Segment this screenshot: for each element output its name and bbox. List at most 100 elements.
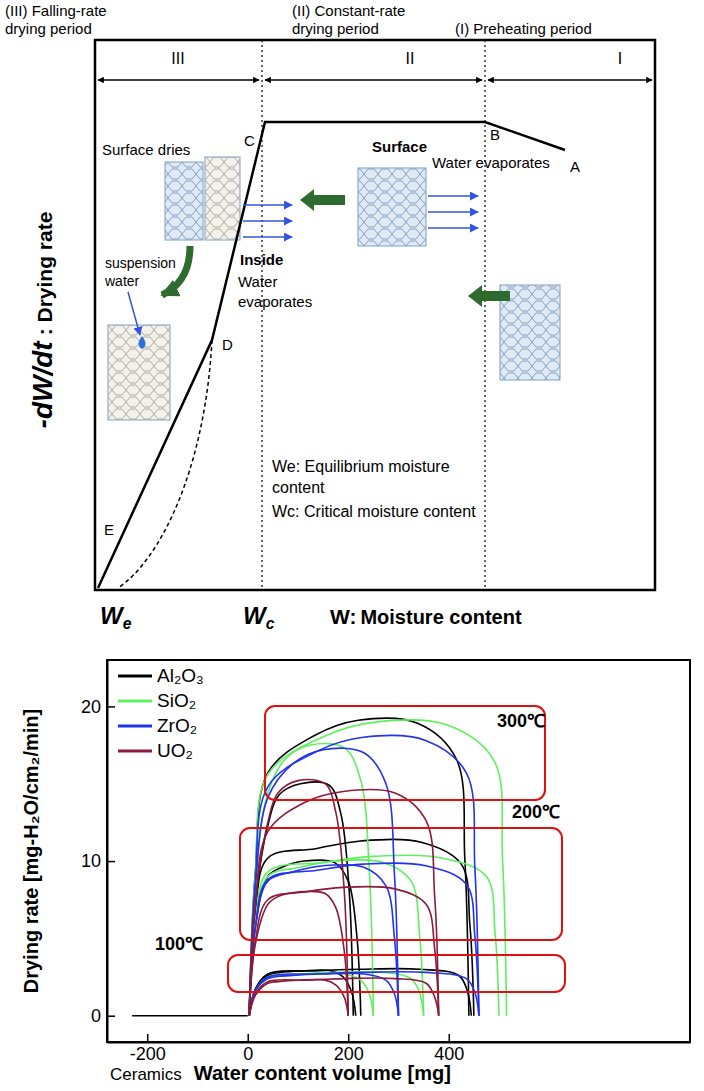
note: Surface xyxy=(372,138,427,155)
data-line xyxy=(249,886,438,1015)
period-numeral: II xyxy=(406,50,415,67)
legend-label: SiO₂ xyxy=(157,690,196,711)
annotation: 300℃ xyxy=(497,711,545,731)
y-tick: 10 xyxy=(81,851,115,871)
x-tick-label: 0 xyxy=(243,1044,253,1064)
drying-curve-diagram: (III) Falling-ratedrying periodIII(II) C… xyxy=(5,2,655,632)
period-arrow xyxy=(265,79,482,80)
legend-swatch xyxy=(118,700,152,703)
y-tick-label: 10 xyxy=(81,851,101,871)
evaporation-arrow xyxy=(428,211,478,213)
progress-arrow xyxy=(468,285,510,307)
x-tick: 200 xyxy=(334,1034,364,1064)
particle-bed xyxy=(358,168,426,246)
highlight-box xyxy=(240,828,562,940)
period-arrow xyxy=(98,79,259,80)
evaporation-arrow xyxy=(428,195,478,197)
period-heading: drying period xyxy=(5,20,92,37)
data-line xyxy=(249,789,438,1015)
data-line xyxy=(249,972,479,1016)
note: Water xyxy=(238,273,277,290)
data-line xyxy=(249,735,479,1015)
data-line xyxy=(249,748,398,1016)
evaporation-arrow xyxy=(243,236,292,238)
y-axis-title: : Drying rate xyxy=(33,212,56,336)
y-axis-symbol: -dW/dt xyxy=(27,340,58,429)
y-axis-title: Drying rate [mg-H₂O/cm₂/min] xyxy=(20,709,42,993)
particle-bed xyxy=(108,325,170,420)
note: Inside xyxy=(240,251,283,268)
y-tick-mark xyxy=(107,861,115,863)
highlight-box xyxy=(265,706,545,800)
legend-swatch xyxy=(118,750,152,753)
x-tick-mark xyxy=(147,1034,149,1042)
y-axis-title: -dW/dt : Drying rate xyxy=(27,212,58,429)
period-boundary xyxy=(261,40,262,590)
x-tick-mark xyxy=(449,1034,451,1042)
period-numeral: III xyxy=(171,50,184,67)
legend: Al₂O₃SiO₂ZrO₂UO₂ xyxy=(118,665,204,761)
legend-label: Al₂O₃ xyxy=(157,665,204,686)
progress-arrow xyxy=(300,189,345,211)
x-tick-mark xyxy=(247,1034,249,1042)
x-axis: -200 0 200 400 xyxy=(108,1034,691,1064)
point-label: E xyxy=(104,521,114,538)
x-tick-mark xyxy=(348,1034,350,1042)
diagram-frame xyxy=(95,40,655,590)
legend-swatch xyxy=(118,725,152,728)
y-axis: 0 10 20 xyxy=(81,661,115,1043)
point-label: D xyxy=(222,336,233,353)
point-label: B xyxy=(490,126,500,143)
note: water xyxy=(104,273,140,289)
period-heading: (I) Preheating period xyxy=(455,20,592,37)
data-line xyxy=(132,1015,248,1017)
highlight-box xyxy=(228,955,565,992)
annotation: 200℃ xyxy=(512,802,560,822)
data-line xyxy=(249,891,348,1016)
x-tick-label: 400 xyxy=(434,1044,464,1064)
legend-label: UO₂ xyxy=(157,740,193,761)
drying-rate-chart: -200 0 200 400 0 10 20 300℃ 200℃ 100℃ Ceramics Wate… xyxy=(20,660,691,1084)
data-lines xyxy=(132,718,506,1016)
y-axis-line xyxy=(107,661,109,1043)
data-line xyxy=(249,718,469,1016)
note: Surface dries xyxy=(102,141,190,158)
data-line xyxy=(249,720,506,1016)
period-numeral: I xyxy=(618,50,622,67)
period-heading: drying period xyxy=(292,20,379,37)
note: Water evaporates xyxy=(432,154,550,171)
x-tick: 400 xyxy=(434,1034,464,1064)
axis-mark-label: Wc xyxy=(243,602,275,632)
y-tick: 20 xyxy=(81,697,115,717)
data-line xyxy=(249,978,438,1016)
x-tick: 0 xyxy=(243,1034,253,1064)
y-tick: 0 xyxy=(91,1006,115,1026)
figure: (III) Falling-ratedrying periodIII(II) C… xyxy=(0,0,704,1091)
evaporation-arrow xyxy=(243,220,292,222)
x-tick-label: -200 xyxy=(130,1044,166,1064)
point-label: C xyxy=(244,132,255,149)
data-line xyxy=(249,979,348,1015)
pointer-arrow xyxy=(128,292,140,335)
drying-curve-alt xyxy=(118,340,212,588)
x-axis-title: Water content volume [mg] xyxy=(194,1062,451,1084)
evaporation-arrow xyxy=(243,204,292,206)
definition: We: Equilibrium moisture content xyxy=(272,458,454,496)
particle-bed xyxy=(165,162,203,240)
x-tick: -200 xyxy=(130,1034,166,1064)
period-heading: (II) Constant-rate xyxy=(292,2,405,19)
data-line xyxy=(249,780,348,1016)
y-tick-label: 0 xyxy=(91,1006,101,1026)
annotation: 100℃ xyxy=(155,934,203,954)
period-heading: (III) Falling-rate xyxy=(5,2,107,19)
particle-bed xyxy=(205,157,240,240)
x-tick-label: 200 xyxy=(334,1044,364,1064)
plot-frame xyxy=(107,660,690,1042)
x-axis-title: Moisture content xyxy=(360,606,521,628)
note: suspension xyxy=(105,255,176,271)
annotation: Ceramics xyxy=(110,1065,182,1084)
x-axis-line xyxy=(108,1042,691,1044)
note: evaporates xyxy=(238,293,312,310)
y-tick-mark xyxy=(107,1015,115,1017)
point-label: A xyxy=(570,158,580,175)
